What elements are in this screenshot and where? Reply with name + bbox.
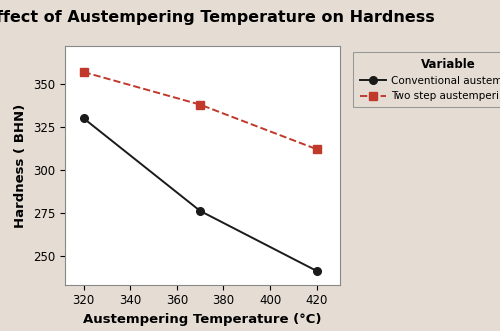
Conventional austempering (314, 269, 320, 273)
Line: Conventional austempering: Conventional austempering (80, 115, 320, 275)
Line: Two step austempering: Two step austempering (80, 68, 320, 153)
Y-axis label: Hardness ( BHN): Hardness ( BHN) (14, 103, 28, 228)
X-axis label: Austempering Temperature (°C): Austempering Temperature (°C) (83, 313, 322, 326)
Two step austempering (80, 70, 86, 74)
Conventional austempering (80, 117, 86, 120)
Legend: Conventional austempering, Two step austempering: Conventional austempering, Two step aust… (354, 52, 500, 108)
Text: Effect of Austempering Temperature on Hardness: Effect of Austempering Temperature on Ha… (0, 10, 435, 25)
Two step austempering (314, 147, 320, 151)
Two step austempering (197, 103, 203, 107)
Conventional austempering (197, 209, 203, 213)
